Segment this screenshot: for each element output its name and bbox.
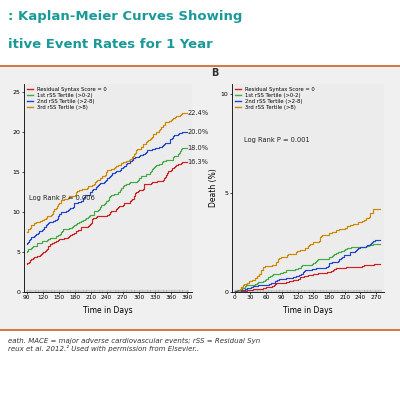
Text: Log Rank P = 0.006: Log Rank P = 0.006 bbox=[29, 196, 95, 202]
Text: B: B bbox=[211, 68, 218, 78]
Text: 16.3%: 16.3% bbox=[188, 158, 209, 165]
Text: itive Event Rates for 1 Year: itive Event Rates for 1 Year bbox=[8, 38, 213, 51]
Text: 22.4%: 22.4% bbox=[188, 110, 209, 116]
X-axis label: Time in Days: Time in Days bbox=[283, 306, 333, 315]
Legend: Residual Syntax Score = 0, 1st rSS Tertile (>0-2), 2nd rSS Tertile (>2-8), 3rd r: Residual Syntax Score = 0, 1st rSS Terti… bbox=[235, 87, 315, 110]
Text: 18.0%: 18.0% bbox=[188, 145, 209, 151]
Legend: Residual Syntax Score = 0, 1st rSS Tertile (>0-2), 2nd rSS Tertile (>2-8), 3rd r: Residual Syntax Score = 0, 1st rSS Terti… bbox=[27, 87, 107, 110]
Text: Log Rank P = 0.001: Log Rank P = 0.001 bbox=[244, 137, 310, 143]
Text: : Kaplan-Meier Curves Showing: : Kaplan-Meier Curves Showing bbox=[8, 10, 242, 23]
X-axis label: Time in Days: Time in Days bbox=[83, 306, 133, 315]
Y-axis label: Death (%): Death (%) bbox=[209, 169, 218, 207]
Text: 20.0%: 20.0% bbox=[188, 129, 209, 135]
Text: eath. MACE = major adverse cardiovascular events; rSS = Residual Syn
reux et al.: eath. MACE = major adverse cardiovascula… bbox=[8, 338, 260, 352]
